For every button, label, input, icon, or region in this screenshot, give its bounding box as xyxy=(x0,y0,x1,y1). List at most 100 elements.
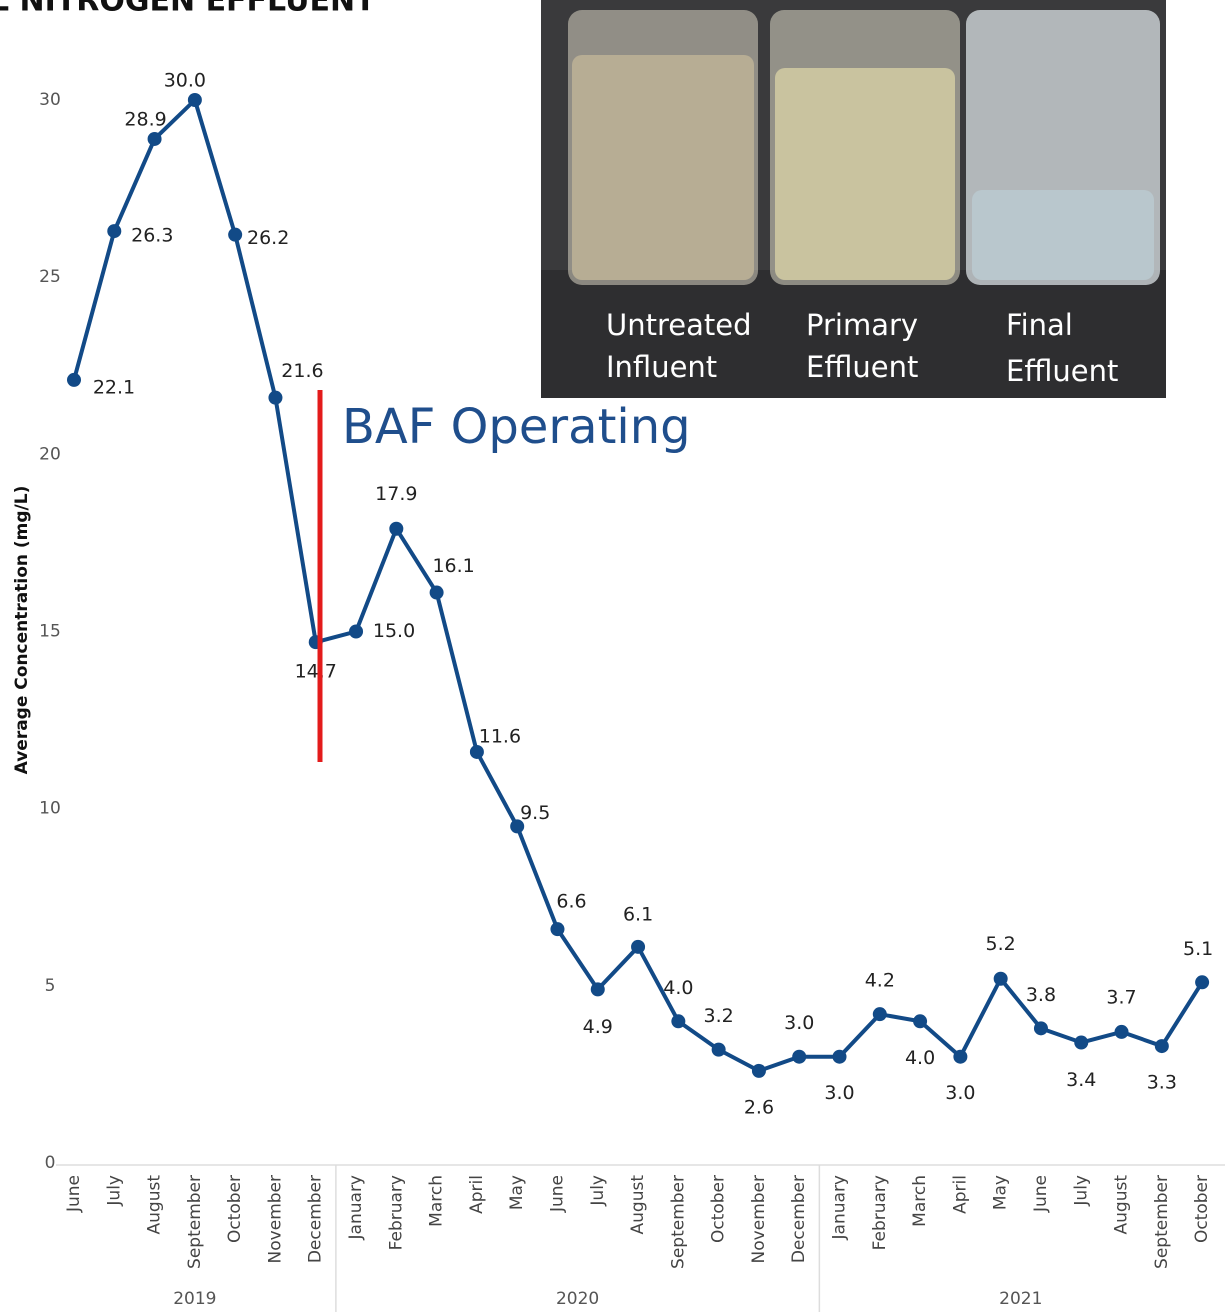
data-point xyxy=(510,819,525,834)
x-group-label: 2020 xyxy=(556,1289,599,1309)
data-point xyxy=(711,1042,726,1057)
data-label: 9.5 xyxy=(520,802,550,824)
x-group-label: 2019 xyxy=(173,1289,216,1309)
y-tick-label: 25 xyxy=(39,267,61,287)
data-point xyxy=(67,372,81,387)
x-tick-label: January xyxy=(346,1175,366,1240)
y-tick-label: 15 xyxy=(39,622,61,642)
data-point xyxy=(469,744,484,759)
beaker-liquid xyxy=(572,55,754,280)
data-label: 30.0 xyxy=(164,70,206,92)
data-point xyxy=(147,131,162,146)
y-tick-label: 30 xyxy=(39,90,61,110)
chart-title: L NITROGEN EFFLUENT xyxy=(0,0,376,19)
data-point xyxy=(1114,1024,1129,1039)
x-tick-label: July xyxy=(1071,1175,1091,1207)
x-tick-label: March xyxy=(910,1175,930,1227)
data-label: 22.1 xyxy=(93,376,135,398)
data-point xyxy=(429,585,444,600)
data-point xyxy=(1154,1039,1169,1054)
beaker-liquid xyxy=(775,68,955,280)
x-tick-label: June xyxy=(64,1175,84,1213)
x-tick-label: August xyxy=(628,1175,648,1235)
x-tick-label: June xyxy=(547,1175,567,1213)
data-point xyxy=(792,1049,807,1064)
x-tick-label: September xyxy=(185,1175,205,1269)
x-tick-label: April xyxy=(950,1175,970,1214)
data-point xyxy=(107,224,122,239)
data-label: 4.9 xyxy=(583,1016,613,1038)
data-label: 28.9 xyxy=(124,108,166,130)
y-tick-label: 10 xyxy=(39,799,61,819)
photo xyxy=(541,0,1166,398)
x-tick-label: September xyxy=(668,1175,688,1269)
data-label: 5.1 xyxy=(1183,938,1213,960)
data-label: 4.2 xyxy=(865,970,895,992)
x-tick-label: June xyxy=(1031,1175,1051,1213)
photo-label: Final xyxy=(1006,308,1073,342)
x-tick-label: December xyxy=(306,1175,326,1263)
photo-label: Effluent xyxy=(806,350,918,384)
x-tick-label: September xyxy=(1152,1175,1172,1269)
x-tick-label: October xyxy=(225,1175,245,1243)
data-point xyxy=(187,93,202,107)
y-tick-label: 0 xyxy=(45,1153,56,1173)
photo-bench xyxy=(541,270,1166,398)
y-tick-label: 5 xyxy=(45,976,56,996)
x-tick-label: May xyxy=(991,1175,1011,1210)
data-point xyxy=(1033,1021,1048,1036)
data-label: 5.2 xyxy=(986,933,1016,955)
data-label: 3.0 xyxy=(784,1012,814,1034)
data-label: 3.7 xyxy=(1106,986,1136,1008)
data-label: 14.7 xyxy=(295,661,337,683)
x-tick-label: February xyxy=(870,1175,890,1250)
annotation-text: BAF Operating xyxy=(342,399,691,455)
data-label: 3.0 xyxy=(824,1082,854,1104)
data-label: 3.4 xyxy=(1066,1069,1096,1091)
x-tick-label: August xyxy=(1112,1175,1132,1235)
data-point xyxy=(872,1007,887,1022)
x-tick-label: August xyxy=(145,1175,165,1235)
data-point xyxy=(1195,975,1210,990)
data-label: 21.6 xyxy=(281,360,323,382)
x-tick-label: October xyxy=(709,1175,729,1243)
data-label: 17.9 xyxy=(375,483,417,505)
y-axis-label: Average Concentration (mg/L) xyxy=(12,486,32,775)
photo-label: Influent xyxy=(606,350,717,384)
x-group-label: 2021 xyxy=(999,1289,1042,1309)
data-point xyxy=(1074,1035,1089,1050)
data-label: 6.1 xyxy=(623,903,653,925)
x-tick-label: February xyxy=(386,1175,406,1250)
x-tick-label: May xyxy=(507,1175,527,1210)
x-tick-label: July xyxy=(588,1175,608,1207)
data-label: 26.2 xyxy=(247,227,289,249)
x-tick-label: January xyxy=(830,1175,850,1240)
data-point xyxy=(268,390,283,405)
data-point xyxy=(671,1014,686,1029)
x-tick-label: November xyxy=(265,1175,285,1263)
data-point xyxy=(953,1049,968,1064)
x-tick-label: July xyxy=(104,1175,124,1207)
data-point xyxy=(228,227,243,242)
x-tick-label: March xyxy=(427,1175,447,1227)
data-point xyxy=(389,521,404,536)
data-point xyxy=(631,939,646,954)
data-label: 3.8 xyxy=(1026,984,1056,1006)
data-label: 2.6 xyxy=(744,1096,774,1118)
data-point xyxy=(751,1063,766,1078)
beaker-liquid xyxy=(972,190,1154,280)
data-label: 15.0 xyxy=(373,620,415,642)
data-label: 3.3 xyxy=(1147,1072,1177,1094)
x-tick-label: November xyxy=(749,1175,769,1263)
data-point xyxy=(913,1014,928,1029)
photo-label: Untreated xyxy=(606,308,752,342)
data-label: 11.6 xyxy=(479,725,521,747)
photo-label: Primary xyxy=(806,308,918,342)
x-tick-label: October xyxy=(1192,1175,1212,1243)
data-point xyxy=(550,922,565,937)
data-label: 4.0 xyxy=(905,1047,935,1069)
data-label: 3.0 xyxy=(945,1082,975,1104)
photo-label: Effluent xyxy=(1006,354,1118,388)
y-tick-label: 20 xyxy=(39,444,61,464)
